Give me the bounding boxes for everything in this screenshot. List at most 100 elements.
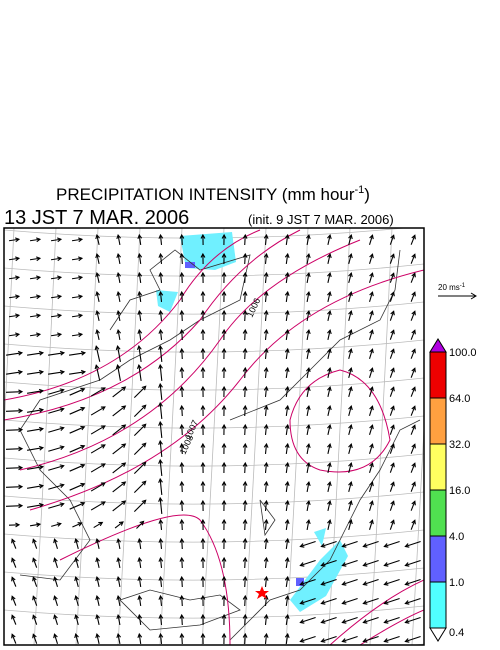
wind-arrow [242,442,248,455]
wind-shaft [244,443,246,455]
wind-shaft [181,367,183,379]
wind-shaft [306,329,310,341]
wind-shaft [5,410,23,412]
wind-head [242,328,248,334]
wind-arrow [158,439,163,458]
wind-shaft [348,520,352,530]
wind-shaft [181,348,183,360]
parallel [4,339,424,353]
wind-arrow [242,499,248,512]
wind-head [95,234,100,240]
wind-arrow [137,233,143,246]
wind-head [100,482,106,487]
wind-arrow [200,423,206,436]
wind-arrow [327,499,332,512]
wind-head [80,406,86,412]
wind-shaft [90,463,106,473]
wind-arrow [27,426,45,432]
wind-head [158,420,163,426]
wind-arrow [8,522,21,528]
wind-shaft [29,333,41,337]
wind-shaft [133,499,147,513]
meridian [159,228,183,645]
wind-arrow [369,329,374,340]
wind-arrow [242,575,248,588]
wind-arrow [242,347,248,360]
wind-shaft [389,273,395,283]
wind-head [221,385,227,391]
wind-head [242,309,248,315]
wind-head [56,256,63,262]
wind-arrow [242,537,248,550]
wind-head [263,480,269,486]
wind-head [18,503,24,509]
wind-head [341,581,347,586]
parallel [4,453,424,467]
wind-arrow [179,594,185,607]
wind-arrow [305,480,311,493]
wind-arrow [362,579,379,586]
wind-shaft [389,501,395,511]
wind-arrow [284,252,290,265]
wind-arrow [242,461,248,474]
wind-head [369,348,374,354]
wind-arrow [29,522,42,528]
colorbar: 100.0 64.0 32.0 16.0 4.0 1.0 0.4 [429,338,477,642]
wind-shaft [285,424,289,436]
wind-arrow [200,366,206,379]
wind-head [74,614,79,620]
wind-arrow [27,502,45,508]
wind-head [383,638,389,643]
wind-arrow [53,557,59,568]
wind-arrow [221,613,227,626]
wind-arrow [48,464,65,471]
wind-arrow [305,461,311,474]
wind-arrow [93,521,104,529]
wind-head [200,366,206,372]
wind-shaft [53,596,59,606]
wind-shaft [27,428,43,432]
wind-arrow [95,595,100,606]
wind-shaft [6,371,22,375]
wind-shaft [8,257,20,261]
wind-shaft [159,538,163,550]
wind-arrow [221,290,227,303]
wind-arrow [133,480,147,494]
wind-arrow [116,309,122,322]
wind-arrow [341,579,358,586]
wind-arrow [305,271,311,284]
wind-arrow [327,423,332,436]
wind-head [74,576,79,582]
wind-head [179,594,185,600]
wind-arrow [94,364,101,381]
wind-arrow [69,501,86,510]
wind-arrow [137,556,143,569]
wind-shaft [27,409,43,413]
wind-shaft [112,481,126,493]
wind-arrow [410,367,416,378]
wind-shaft [181,481,183,493]
wind-arrow [263,347,269,360]
meridian [4,228,15,437]
wind-shaft [96,235,100,245]
colorbar-label: 0.4 [449,627,464,639]
wind-shaft [29,295,41,299]
wind-head [411,500,416,506]
wind-head [369,443,374,449]
wind-shaft [11,634,17,644]
wind-head [305,461,311,468]
wind-arrow [200,518,206,531]
wind-shaft [327,291,331,303]
wind-scale-label: 20 ms-1 [438,283,466,292]
wind-head [179,233,185,239]
wind-shaft [117,346,121,362]
wind-shaft [138,557,142,569]
meridian [75,228,99,645]
wind-shaft [181,500,183,512]
wind-head [221,575,227,581]
wind-arrow [133,404,147,418]
wind-shaft [72,522,82,528]
wind-shaft [48,352,64,356]
wind-head [327,461,332,468]
wind-shaft [32,539,38,549]
